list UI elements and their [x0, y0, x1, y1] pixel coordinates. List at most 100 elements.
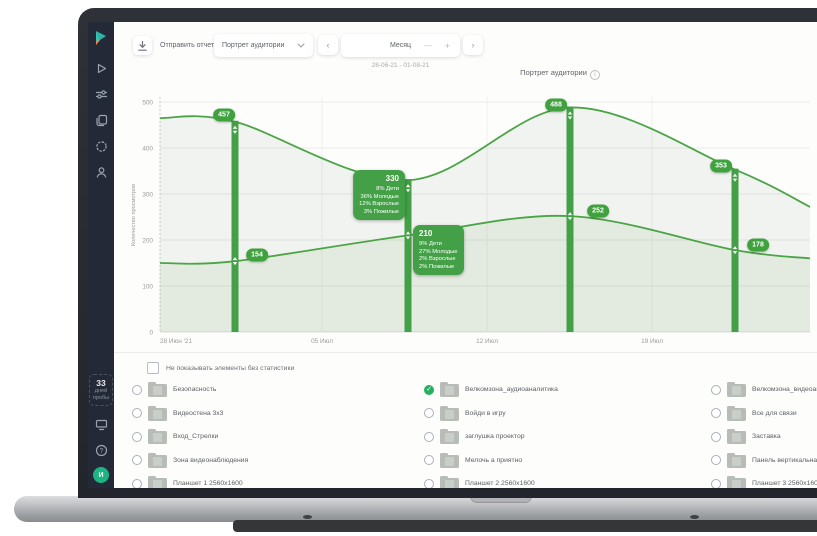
radio[interactable]	[711, 384, 721, 395]
user-icon[interactable]	[95, 166, 108, 179]
hide-empty-checkbox[interactable]	[147, 362, 159, 374]
folder-icon	[727, 476, 746, 488]
next-period-button[interactable]: ›	[463, 35, 483, 55]
send-report-button[interactable]: Отправить отчет	[160, 42, 215, 49]
trial-caption: дней	[94, 388, 108, 394]
source-item-label: Войди в игру	[465, 409, 506, 417]
report-type-value: Портрет аудитории	[222, 42, 285, 49]
chart-title: Портрет аудитории i	[360, 68, 760, 80]
source-item-label: Планшет 1 2560x1600	[173, 480, 243, 488]
radio[interactable]	[711, 478, 721, 488]
marker-down-icon	[232, 130, 238, 134]
source-item[interactable]: Велкомзона_видеоаналитика	[711, 378, 817, 402]
download-report-button[interactable]	[133, 36, 152, 55]
source-item[interactable]: Планшет 2 2560x1600	[424, 472, 710, 488]
y-tick-label: 400	[142, 145, 153, 152]
pages-icon[interactable]	[95, 114, 108, 127]
info-icon[interactable]: i	[589, 70, 600, 80]
radio[interactable]	[711, 431, 721, 442]
hide-empty-label: Не показывать элементы без статистики	[166, 364, 295, 372]
marker-up-icon	[405, 231, 411, 235]
laptop-bezel: 33 дней пробы ? И Отправить отчет Пор	[78, 8, 817, 498]
chart-bar[interactable]	[731, 168, 739, 332]
app-logo-icon[interactable]	[93, 29, 109, 47]
folder-icon	[148, 405, 167, 421]
chart-line-upper	[159, 106, 811, 208]
trial-badge: 33 дней пробы	[89, 374, 113, 406]
display-icon[interactable]	[95, 419, 108, 431]
report-type-dropdown[interactable]: Портрет аудитории	[214, 34, 313, 57]
radio[interactable]	[132, 455, 142, 466]
radio[interactable]	[424, 431, 434, 442]
radio[interactable]	[132, 384, 142, 395]
radio[interactable]	[132, 478, 142, 488]
source-item[interactable]: Заставка	[711, 425, 817, 449]
prev-period-button[interactable]: ‹	[318, 35, 338, 55]
radio[interactable]	[711, 455, 721, 466]
folder-icon	[727, 429, 746, 445]
y-tick-label: 100	[142, 283, 153, 290]
radio[interactable]	[132, 431, 142, 442]
radio[interactable]	[424, 478, 434, 488]
source-item[interactable]: Все для связи	[711, 402, 817, 426]
value-pill: 252	[587, 204, 609, 218]
zoom-out-icon[interactable]: —	[424, 41, 432, 50]
chart-line-lower	[159, 214, 811, 265]
laptop-foot	[303, 515, 312, 519]
loader-icon[interactable]	[95, 140, 108, 153]
period-value: Месяц	[389, 42, 412, 49]
radio-selected[interactable]: ✓	[424, 384, 434, 395]
radio[interactable]	[424, 408, 434, 419]
equalizer-icon[interactable]	[95, 88, 108, 101]
source-item[interactable]: заглушка проектор	[424, 425, 710, 449]
tooltip-breakdown-line: 36% Молодые	[360, 193, 399, 200]
source-item[interactable]: Вход_Стрелки	[132, 425, 422, 449]
marker-down-icon	[405, 236, 411, 240]
value-pill: 154	[246, 248, 268, 262]
zoom-in-icon[interactable]: +	[444, 40, 450, 51]
main-content: Отправить отчет Портрет аудитории ‹ Меся…	[114, 22, 817, 488]
source-item-label: заглушка проектор	[465, 433, 525, 441]
source-item-label: Планшет 3 2560x1600	[752, 480, 817, 488]
marker-down-icon	[732, 178, 738, 182]
source-item[interactable]: Мелочь а приятно	[424, 449, 710, 473]
x-tick-label: 12 Июл	[476, 338, 498, 345]
chart-bar[interactable]	[404, 179, 412, 332]
source-item[interactable]: ✓ Велкомзона_аудиоаналитика	[424, 378, 710, 402]
source-item[interactable]: Планшет 3 2560x1600	[711, 472, 817, 488]
radio[interactable]	[132, 408, 142, 419]
source-item[interactable]: Панель вертикальная внутр.	[711, 449, 817, 473]
radio[interactable]	[424, 455, 434, 466]
play-icon[interactable]	[95, 62, 108, 75]
tooltip-breakdown-line: 9% Дети	[419, 241, 442, 247]
marker-up-icon	[732, 246, 738, 250]
source-item[interactable]: Безопасность	[132, 378, 422, 402]
app-window: 33 дней пробы ? И Отправить отчет Пор	[88, 22, 817, 488]
folder-icon	[727, 382, 746, 398]
source-item[interactable]: Видеостена 3x3	[132, 402, 422, 426]
sidebar-bottom: 33 дней пробы ? И	[89, 374, 113, 483]
marker-down-icon	[732, 251, 738, 255]
marker-up-icon	[567, 111, 573, 115]
chart-bar[interactable]	[231, 120, 239, 332]
section-divider	[114, 352, 817, 353]
chart-bar[interactable]	[566, 106, 574, 333]
source-item[interactable]: Планшет 1 2560x1600	[132, 472, 422, 488]
source-item[interactable]: Зона видеонаблюдения	[132, 449, 422, 473]
tooltip-breakdown-line: 2% Пожилые	[419, 263, 455, 270]
folder-icon	[148, 452, 167, 468]
breakdown-tooltip: 210 9% Дети 27% Молодые 2% Взрослые 2% Пожил…	[413, 225, 464, 275]
period-selector[interactable]: Месяц — +	[341, 34, 460, 57]
user-avatar[interactable]: И	[93, 467, 109, 483]
breakdown-tooltip: 330 8% Дети 36% Молодые 12% Взрослые 3% Пожи…	[353, 170, 405, 220]
source-item-label: Видеостена 3x3	[173, 409, 224, 417]
help-icon[interactable]: ?	[95, 444, 108, 457]
folder-icon	[440, 382, 459, 398]
svg-text:?: ?	[99, 448, 103, 455]
radio[interactable]	[711, 408, 721, 419]
chevron-down-icon	[297, 43, 305, 48]
source-item[interactable]: Войди в игру	[424, 402, 710, 426]
folder-icon	[727, 405, 746, 421]
download-icon	[138, 40, 147, 51]
y-tick-label: 500	[142, 99, 153, 106]
